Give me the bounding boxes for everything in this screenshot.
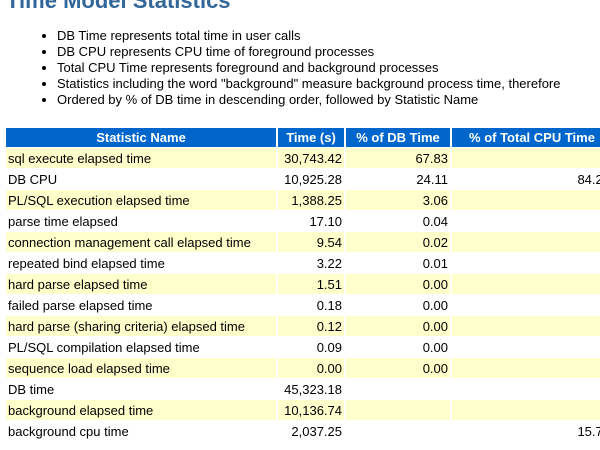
value-cell: 15.72 (577, 423, 600, 439)
note-item: Total CPU Time represents foreground and… (57, 60, 600, 76)
statistic-name: hard parse (sharing criteria) elapsed ti… (6, 316, 276, 336)
value-cell: 2,037.25 (291, 423, 342, 439)
value-cell (452, 316, 600, 336)
table-row: parse time elapsed 17.10 0.04 (6, 211, 600, 231)
value-cell: 67.83 (346, 148, 450, 168)
notes-list: DB Time represents total time in user ca… (0, 28, 600, 108)
value-cell (452, 211, 600, 231)
column-header: Statistic Name (6, 128, 276, 147)
value-cell: 0.12 (278, 316, 344, 336)
note-item: DB CPU represents CPU time of foreground… (57, 44, 600, 60)
value-cell (452, 358, 600, 378)
table-row: DB time 45,323.18 (6, 379, 600, 399)
note-item: Statistics including the word "backgroun… (57, 76, 600, 92)
value-cell (346, 379, 450, 399)
header-row: Statistic Name Time (s)% of DB Time% of T… (6, 128, 600, 147)
value-cell: 10,925.28 (284, 171, 342, 187)
column-header: Time (s) (278, 128, 344, 147)
table-row: repeated bind elapsed time 3.22 0.01 (6, 253, 600, 273)
statistic-name: hard parse elapsed time (6, 274, 276, 294)
value-cell (346, 421, 450, 441)
statistic-name: background elapsed time (6, 400, 276, 420)
table-row: hard parse elapsed time 1.51 0.00 (6, 274, 600, 294)
statistic-name: repeated bind elapsed time (8, 255, 165, 271)
column-header: % of DB Time (346, 128, 450, 147)
table-row: connection management call elapsed time 9… (6, 232, 600, 252)
value-cell: 0.00 (278, 358, 344, 378)
statistic-name: background cpu time (8, 423, 129, 439)
statistic-name: failed parse elapsed time (8, 297, 153, 313)
page-title: Time Model Statistics (6, 0, 231, 13)
value-cell: 45,323.18 (284, 381, 342, 397)
table-row: background cpu time 2,037.25 15.72 (6, 421, 600, 441)
value-cell (452, 253, 600, 273)
value-cell (346, 400, 450, 420)
statistic-name: DB time (8, 381, 55, 397)
value-cell (452, 379, 600, 399)
value-cell (452, 295, 600, 315)
table-row: sequence load elapsed time 0.00 0.00 (6, 358, 600, 378)
value-cell (452, 190, 600, 210)
note-item: Ordered by % of DB time in descending or… (57, 92, 600, 108)
value-cell (452, 232, 600, 252)
value-cell: 0.00 (422, 297, 448, 313)
value-cell: 1,388.25 (278, 190, 344, 210)
statistic-name: sql execute elapsed time (6, 148, 276, 168)
value-cell: 0.00 (422, 339, 448, 355)
value-cell: 24.11 (416, 171, 448, 187)
table-row: DB CPU 10,925.28 24.11 84.28 (6, 169, 600, 189)
value-cell (452, 337, 600, 357)
value-cell: 0.18 (316, 297, 342, 313)
value-cell: 84.28 (577, 171, 600, 187)
table-body: sql execute elapsed time 30,743.42 67.83 DB… (6, 148, 600, 441)
value-cell (452, 400, 600, 420)
statistic-name: parse time elapsed (8, 213, 118, 229)
value-cell: 3.22 (316, 255, 342, 271)
value-cell: 0.00 (346, 358, 450, 378)
value-cell: 0.00 (346, 274, 450, 294)
value-cell: 10,136.74 (278, 400, 344, 420)
value-cell: 0.00 (346, 316, 450, 336)
value-cell: 1.51 (278, 274, 344, 294)
table-row: sql execute elapsed time 30,743.42 67.83 (6, 148, 600, 168)
value-cell: 9.54 (278, 232, 344, 252)
note-item: DB Time represents total time in user ca… (57, 28, 600, 44)
table-row: PL/SQL compilation elapsed time 0.09 0.00 (6, 337, 600, 357)
value-cell: 0.01 (422, 255, 448, 271)
statistic-name: PL/SQL compilation elapsed time (8, 339, 200, 355)
value-cell (452, 274, 600, 294)
value-cell: 0.04 (422, 213, 448, 229)
value-cell (452, 148, 600, 168)
statistic-name: connection management call elapsed time (6, 232, 276, 252)
table-row: PL/SQL execution elapsed time 1,388.25 3.0… (6, 190, 600, 210)
value-cell: 3.06 (346, 190, 450, 210)
table-row: failed parse elapsed time 0.18 0.00 (6, 295, 600, 315)
statistic-name: sequence load elapsed time (6, 358, 276, 378)
statistic-name: DB CPU (8, 171, 58, 187)
table-row: background elapsed time 10,136.74 (6, 400, 600, 420)
column-header: % of Total CPU Time (452, 128, 600, 147)
value-cell: 30,743.42 (278, 148, 344, 168)
table-row: hard parse (sharing criteria) elapsed ti… (6, 316, 600, 336)
value-cell: 17.10 (309, 213, 342, 229)
time-model-table: Statistic Name Time (s)% of DB Time% of T… (4, 127, 600, 442)
value-cell: 0.09 (316, 339, 342, 355)
value-cell: 0.02 (346, 232, 450, 252)
statistic-name: PL/SQL execution elapsed time (6, 190, 276, 210)
